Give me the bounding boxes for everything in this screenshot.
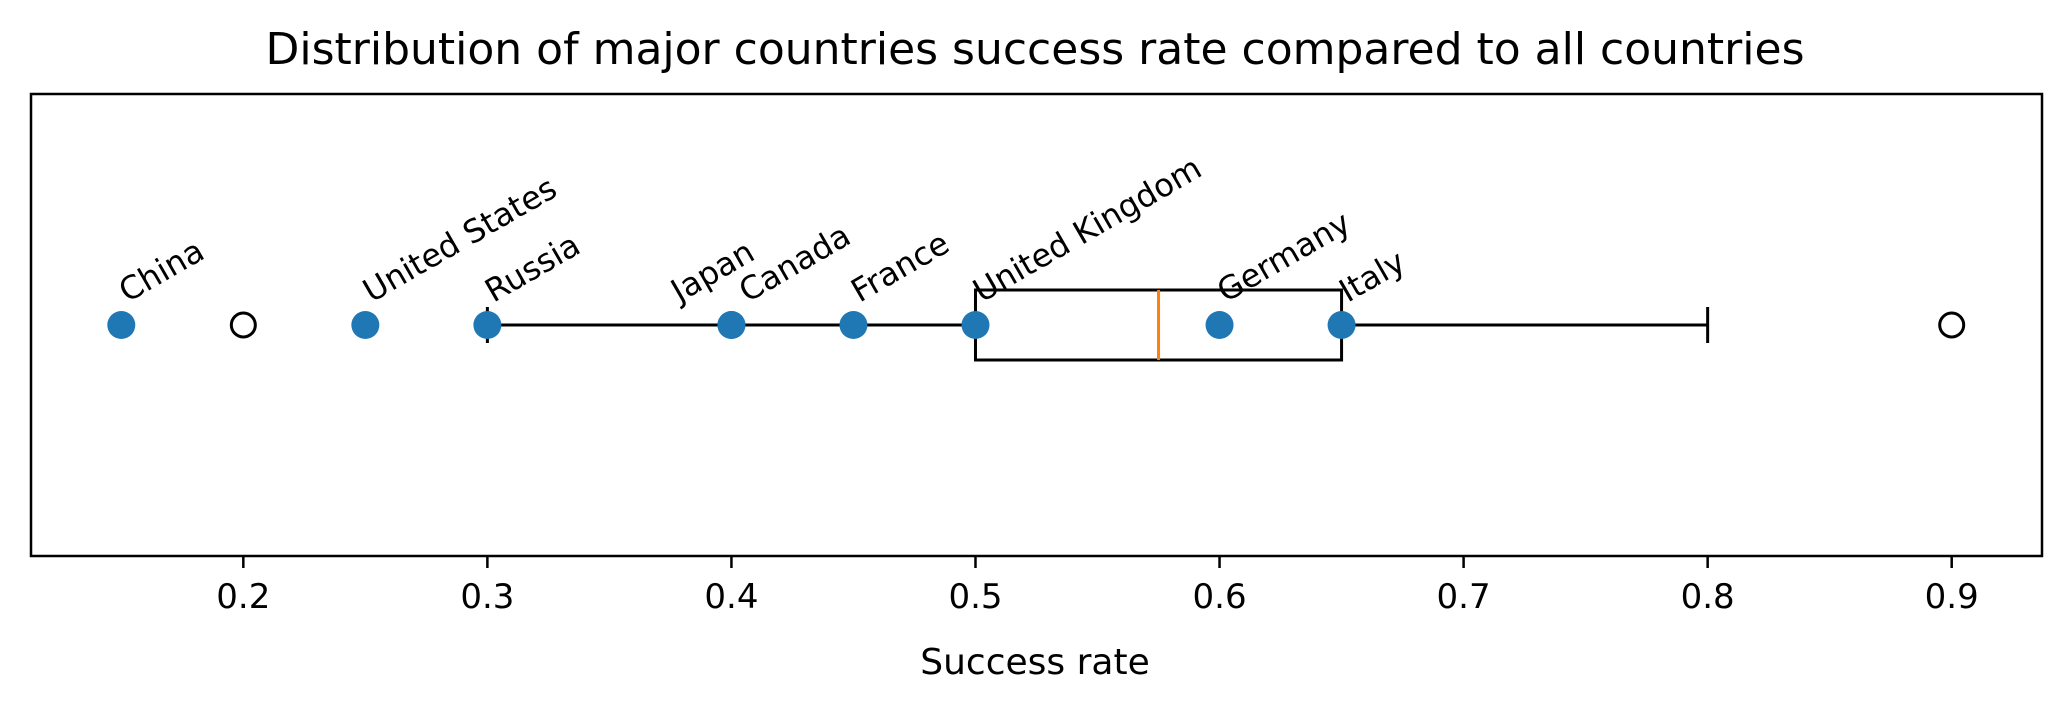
country-point — [473, 311, 502, 339]
country-point — [839, 311, 868, 339]
country-point — [1205, 311, 1234, 339]
axes-frame — [29, 92, 2044, 558]
country-point — [1327, 311, 1356, 339]
country-point — [717, 311, 746, 339]
outlier-marker — [1938, 311, 1966, 339]
country-label: China — [112, 231, 210, 310]
x-tick-label: 0.6 — [1193, 577, 1247, 617]
x-tick-label: 0.3 — [460, 577, 514, 617]
x-tick-label: 0.4 — [704, 577, 758, 617]
country-point — [961, 311, 990, 339]
country-point — [107, 311, 136, 339]
outlier-marker — [229, 311, 257, 339]
x-tick-label: 0.7 — [1437, 577, 1491, 617]
country-label: France — [844, 224, 955, 310]
x-axis-label: Success rate — [920, 642, 1149, 683]
x-tick-label: 0.8 — [1681, 577, 1735, 617]
chart-title: Distribution of major countries success … — [266, 24, 1805, 75]
country-label: Italy — [1333, 242, 1412, 310]
country-point — [351, 311, 380, 339]
x-tick-label: 0.5 — [948, 577, 1002, 617]
country-label: Germany — [1211, 203, 1357, 309]
x-tick-label: 0.2 — [216, 577, 270, 617]
country-label: United Kingdom — [966, 149, 1207, 310]
x-tick-label: 0.9 — [1925, 577, 1979, 617]
